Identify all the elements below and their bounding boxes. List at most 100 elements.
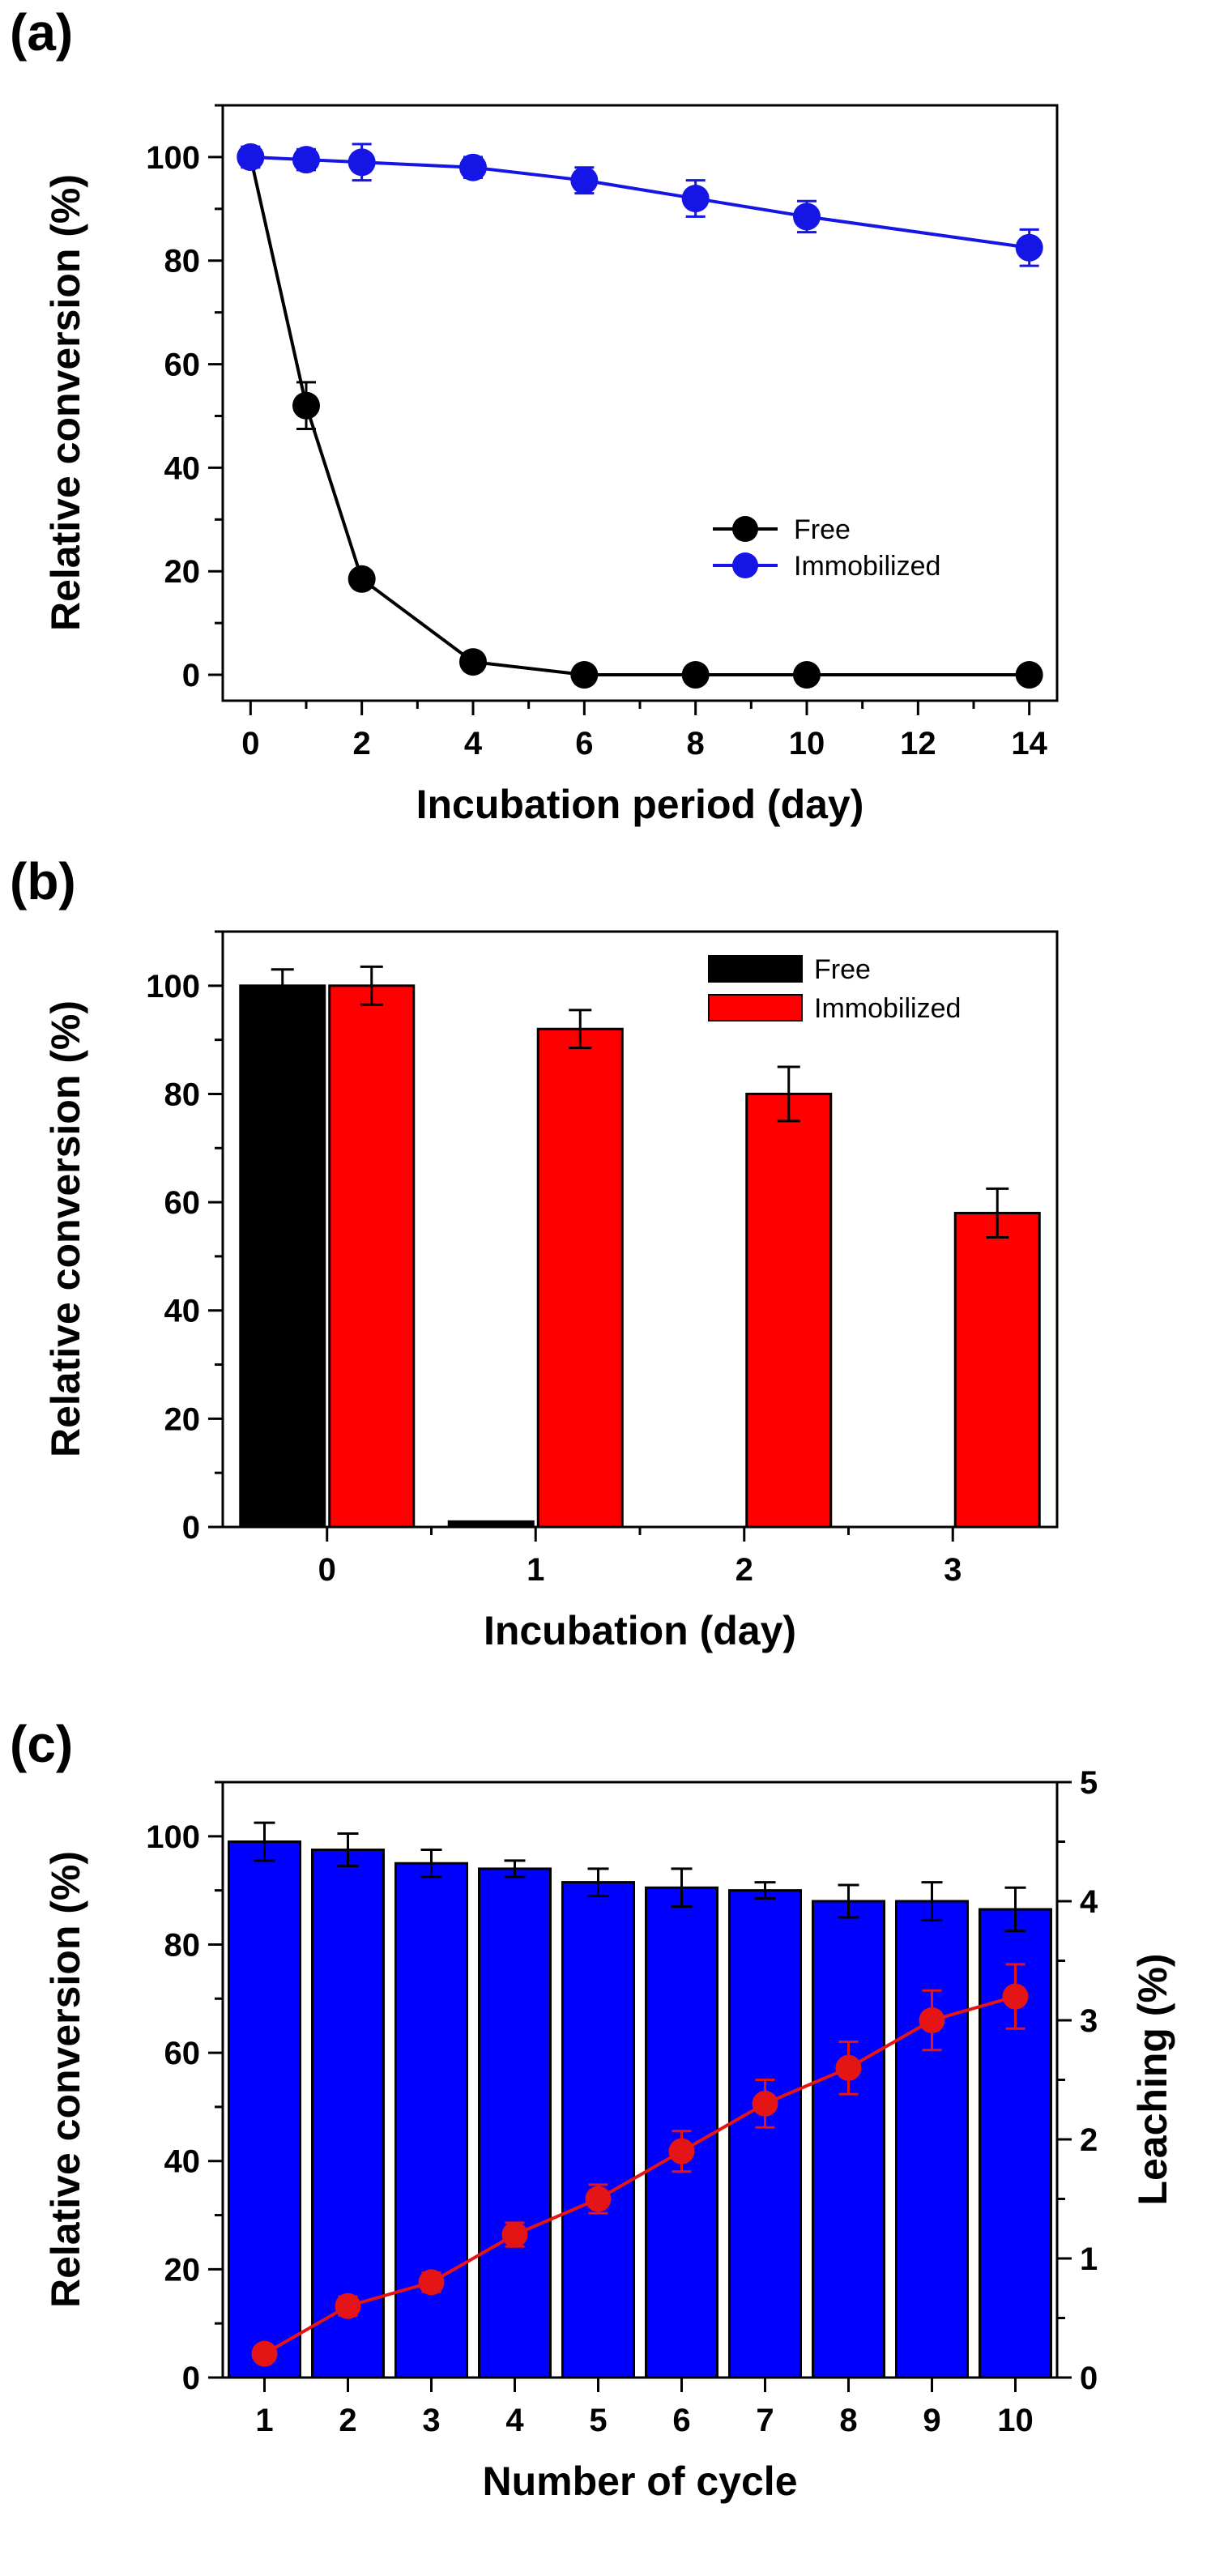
panel-c-x-axis-title: Number of cycle (482, 2459, 797, 2504)
panel-b-ytick-label: 0 (182, 1510, 200, 1546)
panel-a-series-free-point (681, 661, 710, 689)
panel-c-xtick-label: 1 (255, 2403, 273, 2438)
panel-c-bar (812, 1900, 885, 2379)
panel-a-ytick-label: 80 (164, 244, 201, 279)
panel-b-legend-label-1: Immobilized (814, 993, 961, 1024)
panel-a-series-immobilized-point (793, 203, 821, 231)
panel-c-xtick-label: 6 (672, 2403, 690, 2438)
panel-b-ytick-label: 60 (164, 1185, 201, 1221)
panel-b-legend-swatch-0 (708, 955, 803, 983)
panel-a-series-free-line (249, 156, 1030, 677)
panel-c-xtick-label: 8 (839, 2403, 857, 2438)
panel-c-ytick-label: 100 (146, 1819, 200, 1855)
panel-c-bar (561, 1881, 635, 2379)
panel-c-y2tick-label: 1 (1080, 2241, 1098, 2277)
panel-b-legend: Free Immobilized (708, 954, 961, 1024)
panel-c-ytick-label: 80 (164, 1927, 201, 1963)
panel-a-xtick-label: 12 (900, 726, 936, 761)
panel-c-ytick-label: 60 (164, 2036, 201, 2071)
panel-c-xtick-label: 10 (997, 2403, 1034, 2438)
panel-a-ticks: 0 20 40 60 80 100 0 2 4 6 8 10 12 14 (146, 104, 1048, 761)
panel-c-leaching-point (418, 2269, 445, 2296)
panel-c-bar (895, 1900, 969, 2379)
panel-c-y2tick-label: 3 (1080, 2003, 1098, 2039)
panel-a-ytick-label: 100 (146, 140, 200, 176)
panel-c-leaching-line (263, 1994, 1017, 2356)
panel-a-series-free-point (570, 661, 599, 689)
panel-b-label: (b) (10, 852, 76, 911)
panel-c-bar (394, 1862, 468, 2379)
panel-a-y-axis-title: Relative conversion (%) (43, 174, 88, 631)
panel-a-legend: Free Immobilized (713, 514, 940, 582)
panel-c-leaching-series (251, 1963, 1029, 2367)
panel-a-series-free-point (348, 565, 376, 593)
panel-b-ytick-label: 40 (164, 1294, 201, 1329)
panel-a-xtick-label: 0 (241, 726, 259, 761)
panel-c-y2tick-label: 4 (1080, 1884, 1098, 1920)
panel-a-ytick-label: 40 (164, 450, 201, 486)
panel-a-series-immobilized-point (292, 146, 320, 174)
panel-b-bars (239, 965, 1041, 1529)
panel-b: (b) 0 20 40 60 80 100 0 1 2 3 Incubation (day) Re… (10, 852, 1059, 1653)
panel-a-series-immobilized-point (681, 185, 710, 213)
panel-c-y2-axis-title: Leaching (%) (1130, 1953, 1175, 2205)
panel-b-bar-immobilized (328, 984, 416, 1529)
panel-c-bars (228, 1821, 1052, 2379)
panel-c-bar (478, 1867, 552, 2379)
panel-b-xtick-label: 1 (527, 1552, 544, 1588)
panel-c-leaching-point (752, 2090, 778, 2117)
panel-c-ytick-label: 0 (182, 2361, 200, 2396)
panel-c-leaching-point (585, 2186, 612, 2212)
panel-a-xtick-label: 4 (464, 726, 483, 761)
panel-b-y-axis-title: Relative conversion (%) (43, 1000, 88, 1457)
panel-c-xtick-label: 9 (923, 2403, 940, 2438)
panel-b-bar-immobilized (536, 1027, 624, 1529)
panel-b-legend-swatch-1 (708, 994, 803, 1021)
panel-b-bar-immobilized (953, 1211, 1041, 1529)
panel-c-xtick-label: 3 (422, 2403, 440, 2438)
panel-c-ticks: 0 20 40 60 80 100 0 1 2 3 4 5 1 2 3 4 5 6 7 8 9 10 (146, 1765, 1098, 2438)
panel-a-x-axis-title: Incubation period (day) (416, 782, 864, 827)
panel-c-label: (c) (10, 1715, 73, 1773)
panel-b-ticks: 0 20 40 60 80 100 0 1 2 3 (146, 930, 962, 1588)
panel-c-leaching-point (668, 2138, 695, 2164)
panel-a-xtick-label: 2 (353, 726, 371, 761)
panel-a-ytick-label: 60 (164, 348, 201, 383)
panel-c-leaching-point (1002, 1983, 1029, 2010)
panel-a-series-free-point (459, 648, 487, 676)
panel-b-xtick-label: 3 (944, 1552, 962, 1588)
panel-c-leaching-point (501, 2221, 528, 2248)
panel-b-bar-free (239, 984, 326, 1529)
panel-a-label: (a) (10, 3, 73, 62)
panel-a-legend-label-1: Immobilized (794, 551, 940, 582)
panel-c-xtick-label: 2 (339, 2403, 356, 2438)
panel-b-x-axis-title: Incubation (day) (484, 1608, 796, 1653)
panel-b-xtick-label: 2 (736, 1552, 753, 1588)
panel-a-xtick-label: 14 (1011, 726, 1047, 761)
panel-a-xtick-label: 6 (575, 726, 593, 761)
panel-c-leaching-point (919, 2007, 945, 2033)
panel-b-bar-immobilized (745, 1092, 833, 1529)
panel-c-bar (228, 1840, 301, 2379)
panel-c: (c) 0 20 40 60 80 100 0 1 2 3 4 5 1 2 3 4 5 6 7 8 9 10 Number… (10, 1715, 1175, 2504)
panel-c-xtick-label: 4 (505, 2403, 524, 2438)
panel-c-leaching-point (251, 2340, 278, 2367)
panel-a-series-immobilized-point (348, 148, 376, 177)
panel-a-plot-frame (221, 104, 1059, 702)
panel-c-y2tick-label: 2 (1080, 2122, 1098, 2158)
panel-b-ytick-label: 80 (164, 1077, 201, 1112)
panel-c-xtick-label: 5 (589, 2403, 607, 2438)
panel-c-ytick-label: 40 (164, 2144, 201, 2180)
panel-a-xtick-label: 8 (687, 726, 705, 761)
panel-a-series-immobilized-point (1015, 233, 1043, 262)
panel-a-ytick-label: 0 (182, 658, 200, 693)
panel-c-y2tick-label: 5 (1080, 1765, 1098, 1801)
panel-a-series-immobilized-point (237, 143, 265, 171)
panel-c-leaching-point (835, 2054, 862, 2081)
panel-b-ytick-label: 20 (164, 1401, 201, 1437)
panel-b-bar-free (447, 1520, 535, 1529)
panel-a-ytick-label: 20 (164, 554, 201, 590)
panel-b-legend-label-0: Free (814, 954, 871, 985)
panel-b-ytick-label: 100 (146, 969, 200, 1004)
